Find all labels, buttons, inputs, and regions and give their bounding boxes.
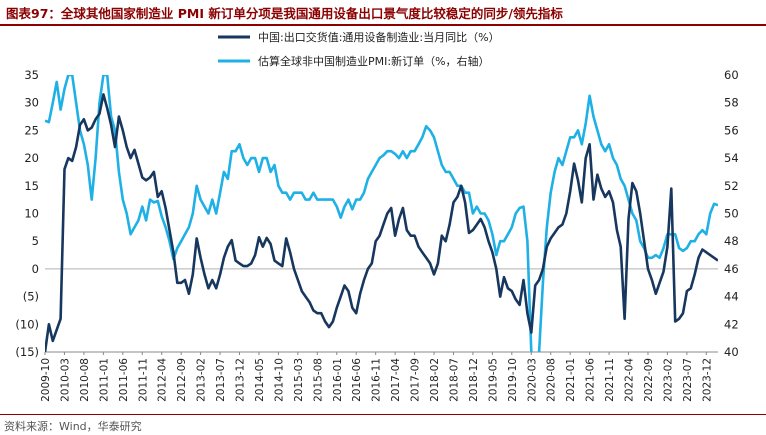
y-left-tick-label: 5	[32, 234, 39, 248]
x-tick-label: 2015-03	[293, 358, 305, 402]
y-right-tick-label: 54	[724, 151, 739, 165]
y-left-tick-label: 15	[24, 179, 39, 193]
x-tick-label: 2011-11	[137, 358, 149, 402]
y-right-tick-label: 50	[724, 207, 739, 221]
x-tick-label: 2021-11	[604, 358, 616, 402]
x-tick-label: 2011-06	[118, 358, 130, 402]
y-left-tick-label: (10)	[15, 317, 39, 331]
y-right-tick-label: 60	[724, 68, 739, 82]
x-tick-label: 2014-05	[254, 358, 266, 402]
x-tick-label: 2020-08	[546, 358, 558, 402]
y-right-tick-label: 46	[724, 262, 739, 276]
x-tick-label: 2016-01	[332, 358, 344, 402]
y-left-tick-label: 20	[24, 151, 39, 165]
x-tick-label: 2015-08	[312, 358, 324, 402]
x-tick-label: 2013-02	[196, 358, 208, 402]
y-right-tick-label: 40	[724, 345, 739, 359]
y-right-tick-label: 42	[724, 317, 739, 331]
legend: 中国:出口交货值:通用设备制造业:当月同比（%） 估算全球非中国制造业PMI:新订…	[218, 30, 500, 68]
series-line-pmi	[45, 75, 718, 352]
x-tick-label: 2018-02	[429, 358, 441, 402]
y-right-tick-label: 52	[724, 179, 739, 193]
y-left-tick-label: (5)	[23, 290, 39, 304]
legend-label-export: 中国:出口交货值:通用设备制造业:当月同比（%）	[258, 30, 500, 44]
title-bar: 图表97：全球其他国家制造业 PMI 新订单分项是我国通用设备出口景气度比较稳定…	[0, 0, 766, 26]
x-tick-label: 2013-12	[235, 358, 247, 402]
y-left-tick-label: (15)	[15, 345, 39, 359]
x-tick-label: 2023-02	[662, 358, 674, 402]
y-right-tick-label: 58	[724, 96, 739, 110]
y-right-tick-label: 48	[724, 234, 739, 248]
x-tick-label: 2017-09	[410, 358, 422, 402]
x-tick-label: 2023-07	[682, 358, 694, 402]
x-tick-label: 2023-12	[701, 358, 713, 402]
x-tick-label: 2012-09	[176, 358, 188, 402]
y-left-tick-label: 35	[24, 68, 39, 82]
axes: (15) (10) (5) 0 5 10 15 20 25 30 35 40 42 44 46 48 50 52 5…	[15, 68, 738, 402]
x-tick-label: 2019-05	[487, 358, 499, 402]
x-tick-label: 2010-08	[79, 358, 91, 402]
y-left-tick-label: 10	[24, 207, 39, 221]
x-tick-label: 2022-04	[624, 358, 636, 402]
x-tick-label: 2016-06	[351, 358, 363, 402]
x-tick-label: 2012-04	[157, 358, 169, 402]
x-tick-label: 2022-09	[643, 358, 655, 402]
x-tick-label: 2017-04	[390, 358, 402, 402]
y-left-tick-label: 0	[32, 262, 39, 276]
x-tick-label: 2013-07	[215, 358, 227, 402]
x-tick-label: 2014-10	[273, 358, 285, 402]
x-tick-label: 2018-12	[468, 358, 480, 402]
x-tick-label: 2021-01	[565, 358, 577, 402]
x-tick-label: 2011-01	[98, 358, 110, 402]
y-left-tick-label: 30	[24, 96, 39, 110]
chart-title: 图表97：全球其他国家制造业 PMI 新订单分项是我国通用设备出口景气度比较稳定…	[6, 6, 563, 21]
x-tick-label: 2018-07	[448, 358, 460, 402]
x-tick-label: 2016-11	[371, 358, 383, 402]
source-divider	[0, 414, 766, 415]
x-tick-label: 2020-03	[526, 358, 538, 402]
x-tick-label: 2021-06	[585, 358, 597, 402]
y-right-tick-label: 44	[724, 290, 739, 304]
y-left-tick-label: 25	[24, 123, 39, 137]
source-note: 资料来源：Wind，华泰研究	[4, 420, 142, 433]
series-layer	[45, 75, 718, 352]
x-tick-label: 2019-10	[507, 358, 519, 402]
x-tick-label: 2010-03	[59, 358, 71, 402]
series-line-export	[45, 93, 718, 352]
legend-label-pmi: 估算全球非中国制造业PMI:新订单（%，右轴）	[258, 54, 490, 68]
x-tick-label: 2009-10	[40, 358, 52, 402]
y-right-tick-label: 56	[724, 123, 739, 137]
